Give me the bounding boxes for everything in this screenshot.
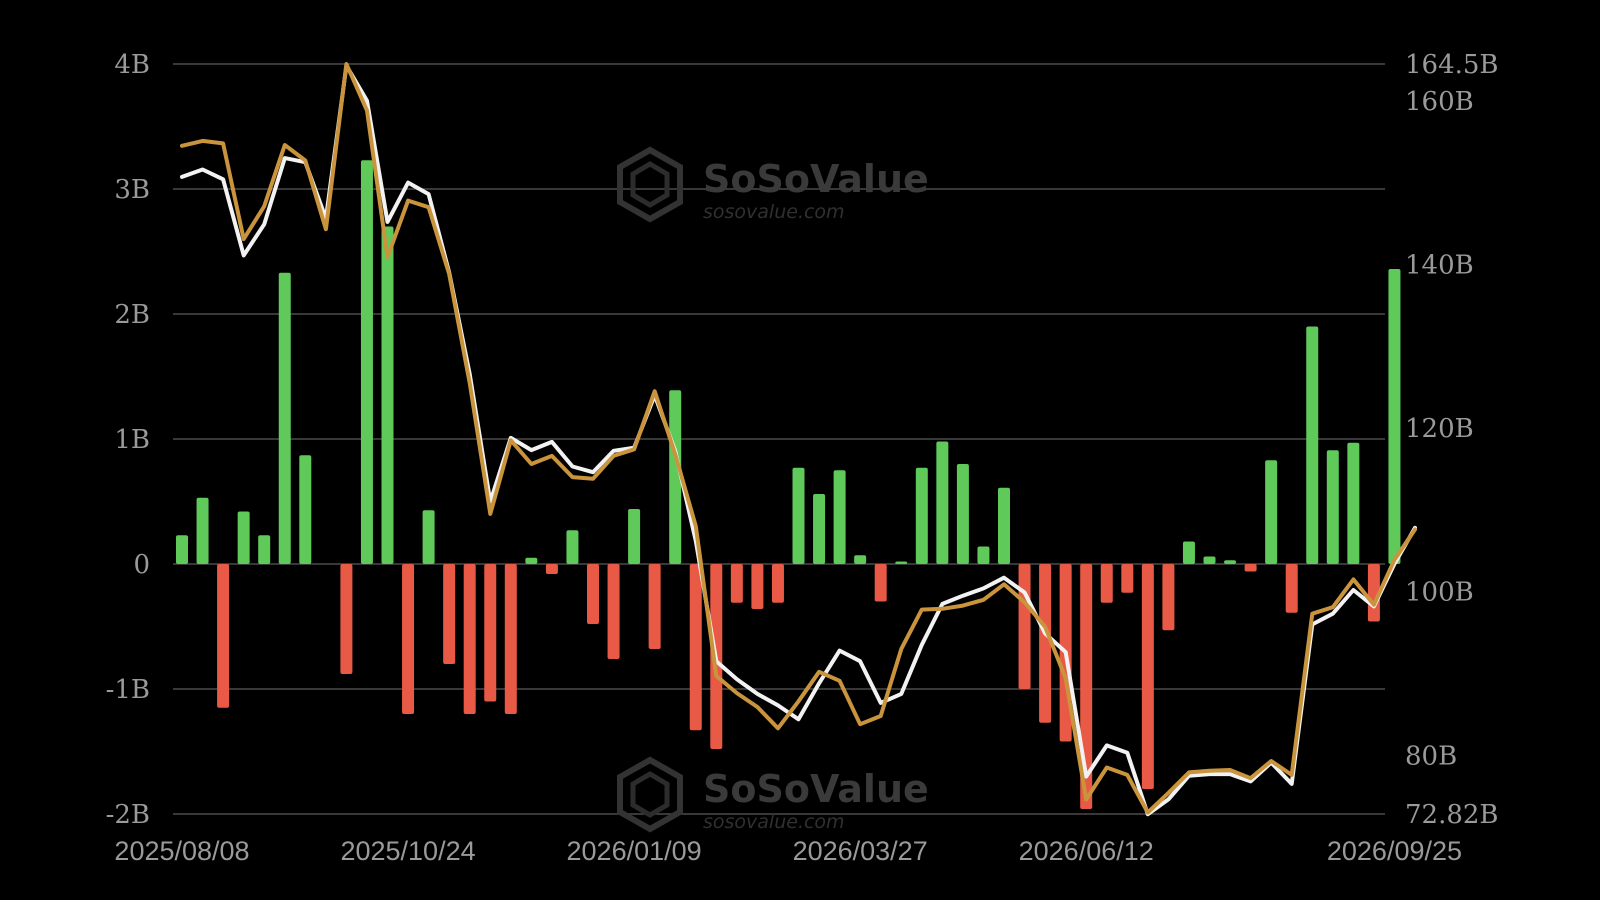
right-tick-label: 160B xyxy=(1405,87,1474,117)
inflow-bar[interactable] xyxy=(1265,460,1278,564)
inflow-bar[interactable] xyxy=(1224,560,1237,564)
inflow-bar[interactable] xyxy=(1326,450,1339,564)
x-tick-label: 2026/06/12 xyxy=(1019,836,1154,866)
inflow-bar[interactable] xyxy=(278,272,291,564)
outflow-bar[interactable] xyxy=(607,564,620,659)
inflow-bar[interactable] xyxy=(1203,556,1216,565)
inflow-bar[interactable] xyxy=(998,487,1010,564)
x-tick-label: 2026/01/09 xyxy=(567,836,702,866)
outflow-bar[interactable] xyxy=(1244,564,1257,572)
watermark-url-bottom: sosovalue.com xyxy=(703,811,845,833)
x-tick-label: 2026/03/27 xyxy=(793,836,928,866)
outflow-bar[interactable] xyxy=(751,564,764,609)
inflow-bar[interactable] xyxy=(176,535,188,564)
x-tick-label: 2025/08/08 xyxy=(114,836,249,866)
inflow-bar[interactable] xyxy=(525,557,538,564)
left-tick-label: 0 xyxy=(133,550,150,580)
outflow-bar[interactable] xyxy=(689,564,702,731)
outflow-bar[interactable] xyxy=(1018,564,1031,689)
outflow-bar[interactable] xyxy=(217,564,230,708)
outflow-bar[interactable] xyxy=(1039,564,1052,723)
left-tick-label: 4B xyxy=(114,50,150,80)
watermark-logo-icon xyxy=(617,146,683,223)
outflow-bar[interactable] xyxy=(1162,564,1175,631)
x-tick-label: 2025/10/24 xyxy=(340,836,475,866)
gold-line-series[interactable] xyxy=(180,62,1417,815)
outflow-bar[interactable] xyxy=(1367,564,1380,622)
left-tick-label: -2B xyxy=(106,800,150,830)
outflow-bar[interactable] xyxy=(587,564,599,624)
inflow-bar[interactable] xyxy=(915,467,928,564)
inflow-bar[interactable] xyxy=(854,555,867,564)
left-tick-label: 1B xyxy=(114,425,150,455)
outflow-bar[interactable] xyxy=(1285,564,1298,613)
outflow-bar[interactable] xyxy=(504,564,517,714)
inflow-bar[interactable] xyxy=(936,441,949,565)
inflow-bar[interactable] xyxy=(381,226,394,565)
watermark-url: sosovalue.com xyxy=(703,201,845,223)
right-tick-label: 120B xyxy=(1405,414,1474,444)
left-tick-label: -1B xyxy=(106,675,150,705)
inflow-bar[interactable] xyxy=(299,455,312,564)
left-tick-label: 2B xyxy=(114,300,150,330)
inflow-bar[interactable] xyxy=(566,530,579,564)
inflow-bar[interactable] xyxy=(833,470,846,564)
outflow-bar[interactable] xyxy=(443,564,456,664)
line-series xyxy=(180,62,1417,817)
watermark-brand-bottom: SoSoValue xyxy=(703,767,929,811)
outflow-bar[interactable] xyxy=(402,564,415,714)
inflow-bar[interactable] xyxy=(422,510,435,564)
inflow-bar[interactable] xyxy=(1306,326,1319,565)
inflow-bar[interactable] xyxy=(792,467,805,564)
outflow-bar[interactable] xyxy=(1121,564,1134,593)
right-tick-label: 140B xyxy=(1405,250,1474,280)
outflow-bar[interactable] xyxy=(1100,564,1113,603)
inflow-bar[interactable] xyxy=(977,546,990,565)
outflow-bar[interactable] xyxy=(340,564,353,674)
inflow-bar[interactable] xyxy=(895,561,908,565)
white-line-series[interactable] xyxy=(180,63,1417,817)
inflow-bar[interactable] xyxy=(628,509,641,564)
watermark-logo-icon-bottom xyxy=(617,756,683,833)
inflow-bar[interactable] xyxy=(813,494,826,564)
outflow-bar[interactable] xyxy=(545,564,558,574)
inflow-bar[interactable] xyxy=(196,497,209,564)
left-axis: 4B 3B 2B 1B 0 -1B -2B xyxy=(106,50,150,830)
right-axis: 164.5B 160B 140B 120B 100B 80B 72.82B xyxy=(1405,50,1499,830)
outflow-bar[interactable] xyxy=(1141,564,1154,789)
inflow-bar[interactable] xyxy=(1388,269,1401,564)
right-tick-label: 72.82B xyxy=(1405,800,1499,830)
outflow-bar[interactable] xyxy=(484,564,497,702)
outflow-bar[interactable] xyxy=(874,564,887,602)
watermark: SoSoValue sosovalue.com SoSoValue sosova… xyxy=(617,146,929,833)
outflow-bar[interactable] xyxy=(648,564,661,649)
inflow-bar[interactable] xyxy=(1347,442,1360,564)
x-tick-label: 2026/09/25 xyxy=(1327,836,1462,866)
watermark-brand: SoSoValue xyxy=(703,157,929,201)
inflow-bar[interactable] xyxy=(956,464,969,564)
right-tick-label: 100B xyxy=(1405,578,1474,608)
inflow-bar[interactable] xyxy=(237,511,250,565)
left-tick-label: 3B xyxy=(114,175,150,205)
inflow-bar[interactable] xyxy=(669,390,682,564)
x-axis: 2025/08/08 2025/10/24 2026/01/09 2026/03/27… xyxy=(114,836,1462,866)
inflow-bar[interactable] xyxy=(258,535,271,564)
inflow-bar[interactable] xyxy=(360,160,373,564)
outflow-bar[interactable] xyxy=(730,564,743,603)
inflow-bar[interactable] xyxy=(1182,541,1195,565)
outflow-bar[interactable] xyxy=(771,564,784,603)
outflow-bar[interactable] xyxy=(463,564,476,714)
right-tick-label: 80B xyxy=(1405,741,1457,771)
right-tick-label: 164.5B xyxy=(1405,50,1499,80)
